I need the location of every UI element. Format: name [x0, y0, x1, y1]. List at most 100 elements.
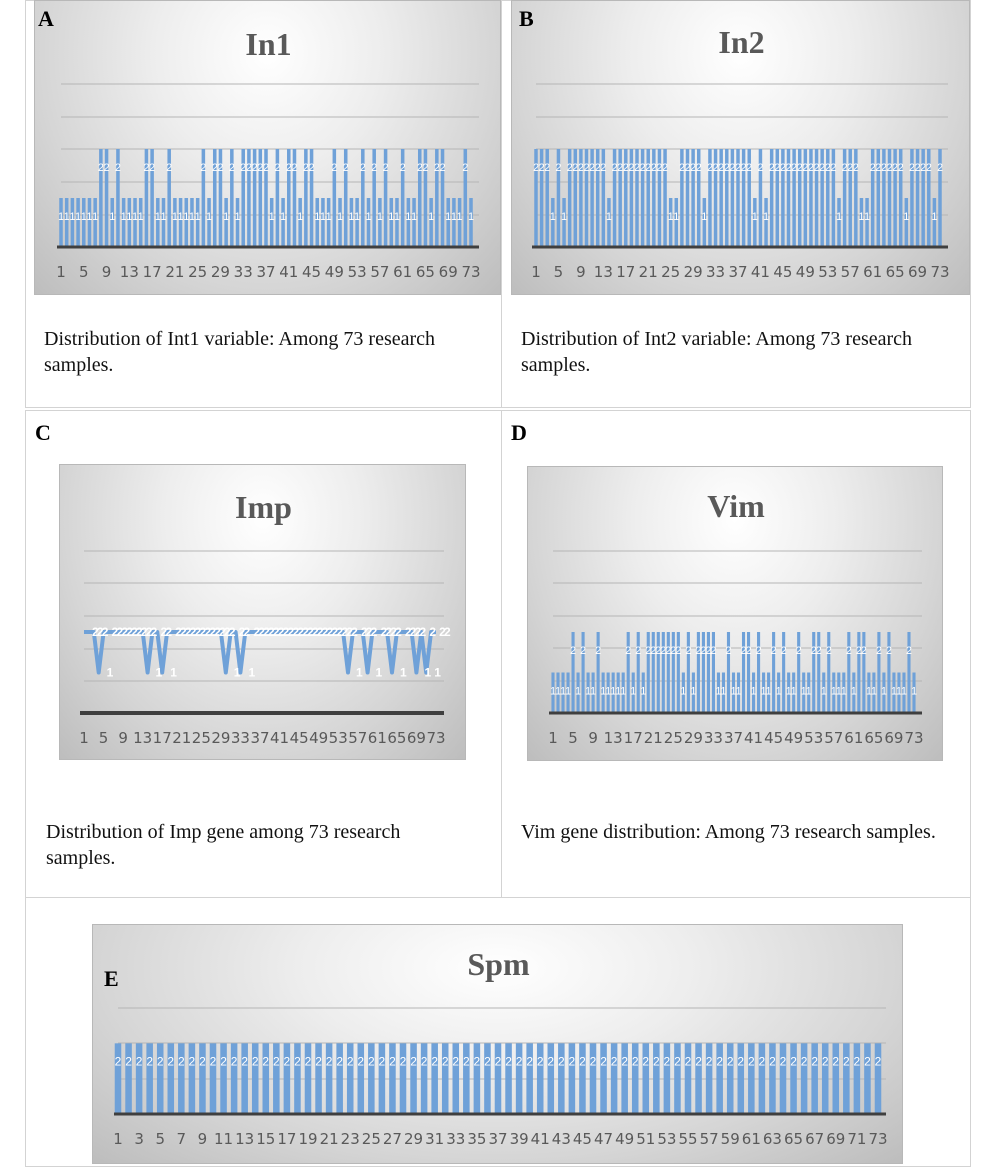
data-label: 2: [312, 625, 319, 639]
data-label: 2: [625, 645, 631, 657]
data-label: 2: [380, 625, 387, 639]
data-label: 2: [303, 162, 309, 174]
data-label: 1: [606, 211, 612, 223]
bar: [803, 149, 808, 247]
bar: [534, 149, 538, 247]
data-label: 1: [620, 686, 626, 698]
bar: [663, 1043, 671, 1114]
data-label: 2: [727, 1054, 734, 1068]
bar: [526, 1043, 533, 1114]
data-label: 1: [81, 211, 87, 223]
x-tick-label: 57: [370, 263, 389, 281]
bar: [737, 1043, 745, 1114]
x-tick-label: 9: [102, 263, 112, 281]
x-tick-label: 33: [234, 263, 253, 281]
data-label: 1: [896, 686, 902, 698]
data-label: 2: [141, 625, 148, 639]
data-label: 2: [429, 625, 436, 639]
data-label: 2: [268, 625, 275, 639]
caption-d: Vim gene distribution: Among 73 research…: [521, 821, 936, 843]
data-label: 1: [377, 211, 383, 223]
x-tick-label: 25: [661, 263, 680, 281]
bar: [897, 672, 901, 713]
x-tick-label: 45: [773, 263, 792, 281]
bar: [144, 149, 149, 247]
x-tick-label: 3: [134, 1130, 144, 1148]
x-tick-label: 1: [56, 263, 66, 281]
bar: [212, 149, 217, 247]
data-label: 2: [685, 645, 691, 657]
data-label: 2: [645, 162, 651, 174]
bar: [230, 1043, 238, 1114]
data-label: 1: [600, 686, 606, 698]
bar: [294, 1043, 301, 1114]
data-label: 2: [209, 625, 216, 639]
data-label: 2: [253, 625, 260, 639]
bar: [435, 149, 439, 247]
bar: [610, 1043, 618, 1114]
bar: [573, 149, 578, 247]
data-label: 2: [292, 625, 299, 639]
panel-letter-b: B: [519, 6, 534, 31]
x-tick-label: 29: [211, 263, 230, 281]
data-label: 2: [846, 645, 852, 657]
data-label: 1: [550, 686, 556, 698]
bar: [287, 149, 291, 247]
data-label: 1: [715, 686, 721, 698]
bar: [726, 1043, 734, 1114]
data-label: 2: [611, 162, 617, 174]
data-label: 2: [526, 1054, 533, 1068]
data-label: 2: [92, 625, 99, 639]
data-label: 1: [195, 211, 201, 223]
bar: [133, 198, 137, 247]
data-label: 2: [199, 1054, 206, 1068]
data-label: 2: [578, 162, 584, 174]
bar: [195, 198, 200, 247]
data-label: 2: [149, 162, 155, 174]
bar: [235, 198, 240, 247]
bar: [567, 149, 572, 247]
data-label: 1: [206, 211, 212, 223]
x-tick-label: 25: [664, 729, 683, 747]
bar: [827, 632, 831, 713]
chart-c: Imp 2 2 2 1 2 2 2 2 2 2 2 2 2 1 2 2 1 2 2 2 2 2 2 2 2 2 2 2 2 1 2 2 1 2 2 2 2…: [59, 464, 466, 760]
x-tick-label: 53: [348, 263, 367, 281]
data-label: 1: [763, 211, 769, 223]
bar: [904, 198, 909, 247]
data-label: 2: [816, 645, 822, 657]
bar: [857, 632, 861, 713]
data-label: 2: [791, 162, 797, 174]
data-label: 1: [836, 211, 842, 223]
data-label: 1: [394, 211, 400, 223]
data-label: 2: [854, 1054, 861, 1068]
data-label: 2: [217, 162, 223, 174]
bar: [452, 198, 456, 247]
chart-title: In1: [245, 26, 291, 62]
x-tick-label: 39: [510, 1130, 529, 1148]
bar: [584, 149, 589, 247]
data-label: 2: [229, 162, 235, 174]
data-label: 2: [366, 625, 373, 639]
bar: [568, 1043, 576, 1114]
data-label: 1: [411, 211, 417, 223]
panel-letter-e: E: [104, 966, 119, 991]
bar: [338, 198, 342, 247]
bar: [556, 672, 560, 713]
bar: [138, 198, 143, 247]
x-tick-label: 73: [426, 729, 445, 747]
data-label: 2: [600, 1054, 607, 1068]
bar: [711, 632, 715, 713]
data-label: 2: [826, 645, 832, 657]
x-tick-label: 73: [461, 263, 480, 281]
data-label: 1: [806, 686, 812, 698]
data-label: 2: [286, 162, 292, 174]
data-label: 1: [156, 666, 163, 680]
data-label: 1: [248, 666, 255, 680]
bar: [741, 632, 746, 713]
bar: [536, 1043, 544, 1114]
data-label: 2: [710, 645, 716, 657]
data-label: 2: [790, 1054, 797, 1068]
bar: [156, 1043, 164, 1114]
data-label: 2: [252, 1054, 259, 1068]
data-label: 2: [200, 162, 206, 174]
